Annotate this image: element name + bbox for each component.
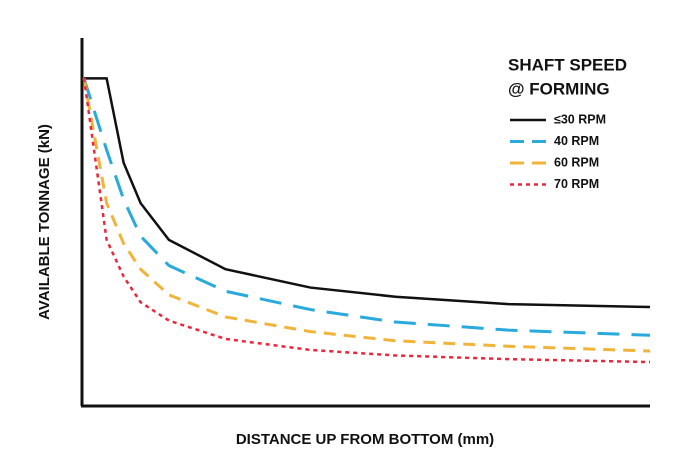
series-line <box>82 78 651 353</box>
legend-label: ≤30 RPM <box>554 112 606 126</box>
legend-title: @ FORMING <box>508 79 610 98</box>
legend-title: SHAFT SPEED <box>508 55 627 74</box>
legend-label: 40 RPM <box>554 134 599 148</box>
legend-label: 60 RPM <box>554 155 599 169</box>
series-line <box>84 77 651 309</box>
x-axis-label: DISTANCE UP FROM BOTTOM (mm) <box>236 431 494 448</box>
series-line <box>82 77 651 337</box>
series-line <box>82 78 651 364</box>
legend-label: 70 RPM <box>554 177 599 191</box>
y-axis-label: AVAILABLE TONNAGE (kN) <box>36 124 53 320</box>
